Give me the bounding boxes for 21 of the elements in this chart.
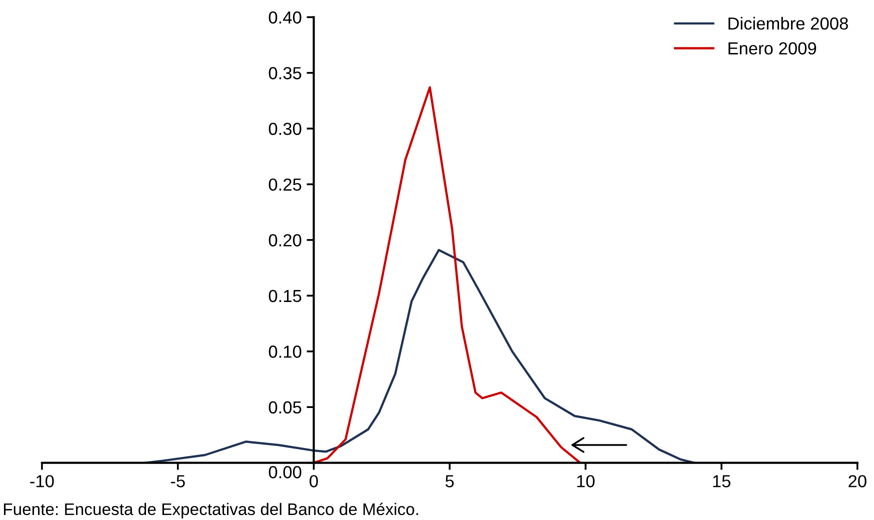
x-tick-label: -5: [170, 475, 185, 488]
x-tick-label: 5: [446, 475, 454, 488]
x-tick-label: 10: [577, 475, 595, 488]
x-tick-label: 20: [848, 475, 866, 488]
y-tick-label: 0.30: [268, 122, 302, 136]
source-note: Fuente: Encuesta de Expectativas del Banco de México.: [4, 502, 418, 518]
y-tick-label: 0.15: [268, 290, 302, 302]
line-series: [312, 86, 582, 463]
y-tick-label: 0.10: [268, 346, 302, 358]
line-series: [144, 248, 696, 463]
legend-label: Enero 2009: [728, 42, 816, 55]
legend-label: Diciembre 2008: [728, 16, 848, 30]
y-tick-label: 0.00: [268, 466, 302, 478]
y-tick-label: 0.05: [268, 401, 302, 414]
x-tick-label: 15: [713, 475, 730, 488]
y-tick-label: 0.25: [268, 178, 302, 191]
y-tick-label: 0.20: [268, 234, 302, 246]
y-tick-label: 0.35: [268, 67, 302, 80]
x-tick-label: 0: [310, 475, 318, 488]
y-tick-label: 0.40: [268, 11, 302, 24]
x-tick-label: -10: [30, 475, 54, 488]
